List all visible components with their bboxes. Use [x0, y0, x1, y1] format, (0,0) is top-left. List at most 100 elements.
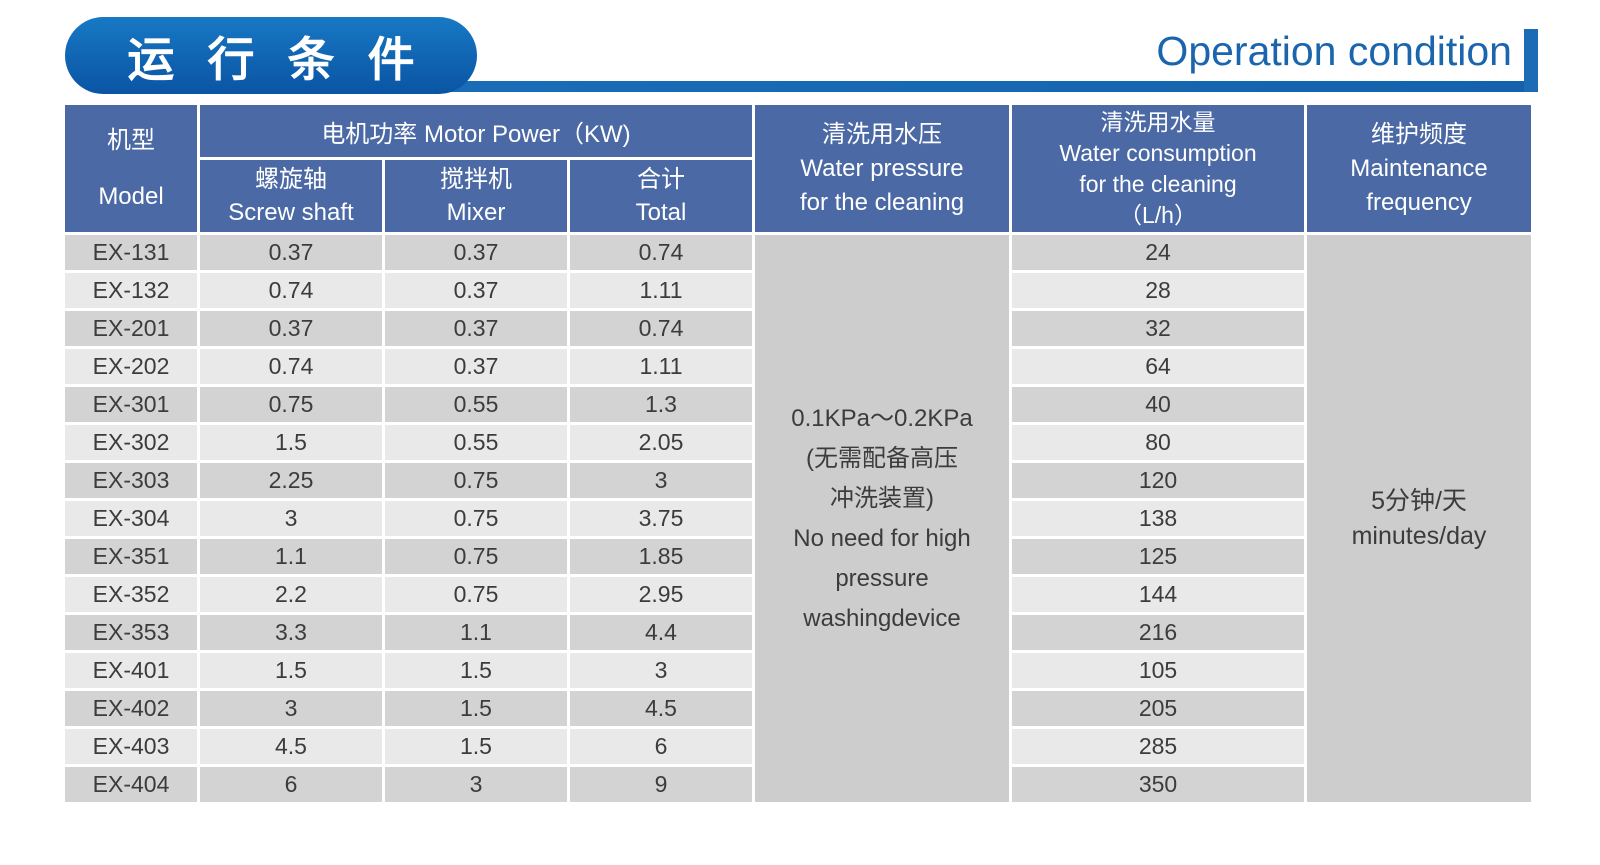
- table-row: EX-402 3 1.5 4.5 205: [65, 691, 1531, 726]
- mixer-cell: 0.37: [385, 311, 567, 346]
- mixer-cell: 0.75: [385, 539, 567, 574]
- mixer-cell: 0.75: [385, 463, 567, 498]
- model-cell: EX-303: [65, 463, 197, 498]
- mixer-cell: 0.75: [385, 501, 567, 536]
- mixer-cell: 1.5: [385, 691, 567, 726]
- table-row: EX-131 0.37 0.37 0.74 0.1KPa～0.2KPa (无需配备高压 …: [65, 235, 1531, 802]
- screw-shaft-cell: 0.74: [200, 273, 382, 308]
- operation-condition-table: 机型 Model 电机功率 Motor Power（KW) 清洗用水压 Wate…: [62, 102, 1534, 805]
- model-cell: EX-302: [65, 425, 197, 460]
- water-consumption-cell: 138: [1012, 501, 1304, 536]
- screw-shaft-cell: 6: [200, 767, 382, 802]
- model-cell: EX-403: [65, 729, 197, 764]
- screw-shaft-cell: 3: [200, 691, 382, 726]
- total-cell: 1.11: [570, 273, 752, 308]
- water-consumption-cell: 105: [1012, 653, 1304, 688]
- total-cell: 9: [570, 767, 752, 802]
- total-cell: 6: [570, 729, 752, 764]
- table-row: EX-303 2.25 0.75 3 120: [65, 463, 1531, 498]
- header-motor-power-group: 电机功率 Motor Power（KW): [200, 105, 752, 157]
- total-cell: 1.11: [570, 349, 752, 384]
- screw-shaft-cell: 1.5: [200, 653, 382, 688]
- mixer-cell: 1.5: [385, 653, 567, 688]
- screw-shaft-cell: 3: [200, 501, 382, 536]
- water-pressure-merged-cell: 0.1KPa～0.2KPa (无需配备高压 冲洗装置) No need for …: [755, 235, 1009, 802]
- screw-shaft-cell: 1.1: [200, 539, 382, 574]
- table-row: EX-353 3.3 1.1 4.4 216: [65, 615, 1531, 650]
- header-mixer: 搅拌机 Mixer: [385, 160, 567, 232]
- mixer-cell: 1.1: [385, 615, 567, 650]
- table-row: EX-201 0.37 0.37 0.74 32: [65, 311, 1531, 346]
- mixer-cell: 0.37: [385, 349, 567, 384]
- total-cell: 3: [570, 653, 752, 688]
- screw-shaft-cell: 1.5: [200, 425, 382, 460]
- water-consumption-cell: 28: [1012, 273, 1304, 308]
- header-total: 合计 Total: [570, 160, 752, 232]
- water-consumption-cell: 205: [1012, 691, 1304, 726]
- total-cell: 1.85: [570, 539, 752, 574]
- mixer-cell: 0.55: [385, 387, 567, 422]
- water-consumption-cell: 32: [1012, 311, 1304, 346]
- model-cell: EX-304: [65, 501, 197, 536]
- title-accent-bar: [1524, 29, 1538, 92]
- header-screw-shaft: 螺旋轴 Screw shaft: [200, 160, 382, 232]
- screw-shaft-cell: 4.5: [200, 729, 382, 764]
- table-row: EX-301 0.75 0.55 1.3 40: [65, 387, 1531, 422]
- model-cell: EX-201: [65, 311, 197, 346]
- table-row: EX-404 6 3 9 350: [65, 767, 1531, 802]
- header-model: 机型 Model: [65, 105, 197, 232]
- total-cell: 4.5: [570, 691, 752, 726]
- water-consumption-cell: 144: [1012, 577, 1304, 612]
- model-cell: EX-404: [65, 767, 197, 802]
- mixer-cell: 0.37: [385, 235, 567, 270]
- water-consumption-cell: 125: [1012, 539, 1304, 574]
- table-row: EX-351 1.1 0.75 1.85 125: [65, 539, 1531, 574]
- model-cell: EX-351: [65, 539, 197, 574]
- screw-shaft-cell: 2.2: [200, 577, 382, 612]
- total-cell: 2.05: [570, 425, 752, 460]
- water-consumption-cell: 24: [1012, 235, 1304, 270]
- total-cell: 3.75: [570, 501, 752, 536]
- total-cell: 0.74: [570, 311, 752, 346]
- model-cell: EX-131: [65, 235, 197, 270]
- model-cell: EX-353: [65, 615, 197, 650]
- model-cell: EX-132: [65, 273, 197, 308]
- table-row: EX-202 0.74 0.37 1.11 64: [65, 349, 1531, 384]
- mixer-cell: 0.37: [385, 273, 567, 308]
- water-consumption-cell: 64: [1012, 349, 1304, 384]
- table-row: EX-401 1.5 1.5 3 105: [65, 653, 1531, 688]
- model-cell: EX-301: [65, 387, 197, 422]
- screw-shaft-cell: 0.37: [200, 311, 382, 346]
- total-cell: 0.74: [570, 235, 752, 270]
- water-consumption-cell: 285: [1012, 729, 1304, 764]
- total-cell: 2.95: [570, 577, 752, 612]
- water-consumption-cell: 40: [1012, 387, 1304, 422]
- mixer-cell: 1.5: [385, 729, 567, 764]
- screw-shaft-cell: 0.74: [200, 349, 382, 384]
- table-row: EX-302 1.5 0.55 2.05 80: [65, 425, 1531, 460]
- model-cell: EX-202: [65, 349, 197, 384]
- header-maintenance: 维护频度 Maintenance frequency: [1307, 105, 1531, 232]
- table-header: 机型 Model 电机功率 Motor Power（KW) 清洗用水压 Wate…: [65, 105, 1531, 232]
- mixer-cell: 0.55: [385, 425, 567, 460]
- total-cell: 1.3: [570, 387, 752, 422]
- total-cell: 4.4: [570, 615, 752, 650]
- title-pill: 运 行 条 件: [65, 17, 477, 94]
- water-consumption-cell: 120: [1012, 463, 1304, 498]
- title-band: 运 行 条 件 Operation condition: [0, 0, 1600, 105]
- table-row: EX-304 3 0.75 3.75 138: [65, 501, 1531, 536]
- water-consumption-cell: 350: [1012, 767, 1304, 802]
- table-body: EX-131 0.37 0.37 0.74 0.1KPa～0.2KPa (无需配备高压 …: [65, 235, 1531, 802]
- table-row: EX-132 0.74 0.37 1.11 28: [65, 273, 1531, 308]
- water-consumption-cell: 80: [1012, 425, 1304, 460]
- mixer-cell: 0.75: [385, 577, 567, 612]
- maintenance-merged-cell: 5分钟/天 minutes/day: [1307, 235, 1531, 802]
- page-title-cn: 运 行 条 件: [127, 33, 425, 86]
- water-consumption-cell: 216: [1012, 615, 1304, 650]
- screw-shaft-cell: 3.3: [200, 615, 382, 650]
- model-cell: EX-401: [65, 653, 197, 688]
- page-title-en: Operation condition: [1156, 28, 1512, 74]
- header-water-pressure: 清洗用水压 Water pressure for the cleaning: [755, 105, 1009, 232]
- model-cell: EX-402: [65, 691, 197, 726]
